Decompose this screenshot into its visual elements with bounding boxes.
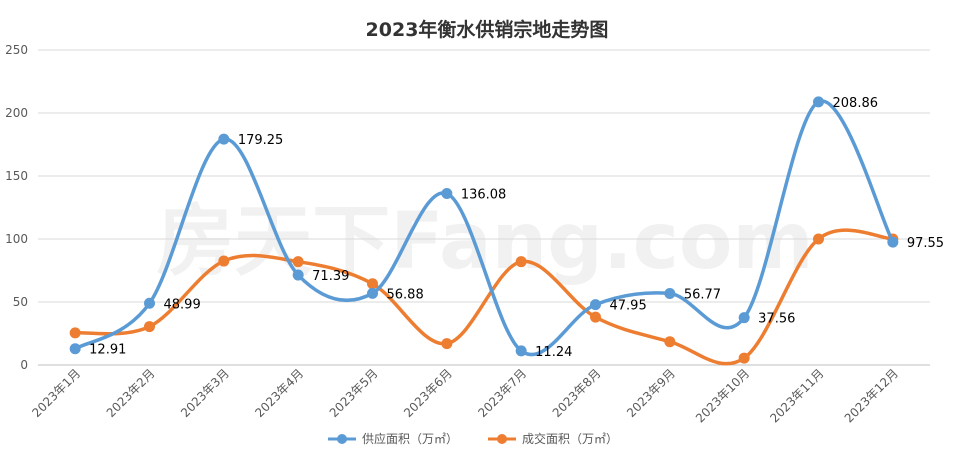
data-point-0 [441,188,453,200]
data-point-1 [69,327,81,339]
data-point-1 [738,352,750,364]
data-point-1 [144,321,155,333]
data-point-0 [515,345,527,357]
x-axis-ticks: 2023年1月 2023年2月 2023年3月 2023年4月 2023年5月 2023年… [29,366,901,425]
legend-marker-supply [337,434,347,444]
x-tick-label: 2023年7月 [475,366,529,420]
data-point-0 [590,299,601,311]
y-axis-ticks: 0 50 100 150 200 250 [5,43,28,372]
y-tick-label: 100 [5,232,28,246]
data-label: 47.95 [610,299,647,314]
data-label: 56.77 [684,287,721,302]
x-tick-label: 2023年10月 [693,366,752,425]
x-tick-label: 2023年1月 [29,366,83,420]
y-tick-label: 250 [5,43,28,57]
data-label: 71.39 [312,269,349,284]
data-point-1 [515,256,527,268]
data-point-1 [590,311,601,323]
data-label: 37.56 [758,312,795,327]
data-label: 208.86 [833,96,879,111]
data-point-0 [813,96,824,108]
y-tick-label: 50 [13,295,28,309]
x-tick-label: 2023年4月 [252,366,306,420]
chart-title: 2023年衡水供销宗地走势图 [366,18,609,41]
legend: 供应面积（万㎡） 成交面积（万㎡） [328,431,618,446]
data-point-0 [887,236,899,248]
data-point-0 [144,297,155,309]
x-tick-label: 2023年2月 [104,366,158,420]
data-label: 179.25 [238,133,283,148]
legend-marker-deal [497,434,507,444]
y-tick-label: 200 [5,106,28,120]
data-label: 12.91 [89,343,126,358]
data-labels: 12.91 48.99 179.25 71.39 56.88 136.08 11.24 47.… [89,96,944,360]
legend-label-deal: 成交面积（万㎡） [522,431,618,446]
data-point-0 [69,343,81,355]
x-tick-label: 2023年3月 [178,366,232,420]
data-point-1 [813,233,824,245]
data-label: 56.88 [387,287,424,302]
data-label: 11.24 [535,345,572,360]
data-point-0 [664,287,676,299]
data-point-1 [218,255,230,267]
data-point-0 [218,133,230,145]
y-tick-label: 150 [5,169,28,183]
x-tick-label: 2023年6月 [401,366,455,420]
data-label: 48.99 [164,297,201,312]
data-point-1 [367,278,378,290]
data-point-1 [664,336,676,348]
x-tick-label: 2023年5月 [327,366,381,420]
data-point-0 [367,287,378,299]
series-lines [69,96,899,366]
data-label: 97.55 [907,236,944,251]
data-point-1 [441,338,453,350]
x-tick-label: 2023年11月 [767,366,826,425]
legend-label-supply: 供应面积（万㎡） [362,431,458,446]
data-point-0 [292,269,304,281]
data-point-0 [738,312,750,324]
data-point-1 [292,256,304,268]
x-tick-label: 2023年8月 [550,366,604,420]
data-label: 136.08 [461,188,507,203]
y-tick-label: 0 [20,358,28,372]
x-tick-label: 2023年12月 [842,366,901,425]
x-tick-label: 2023年9月 [624,366,678,420]
